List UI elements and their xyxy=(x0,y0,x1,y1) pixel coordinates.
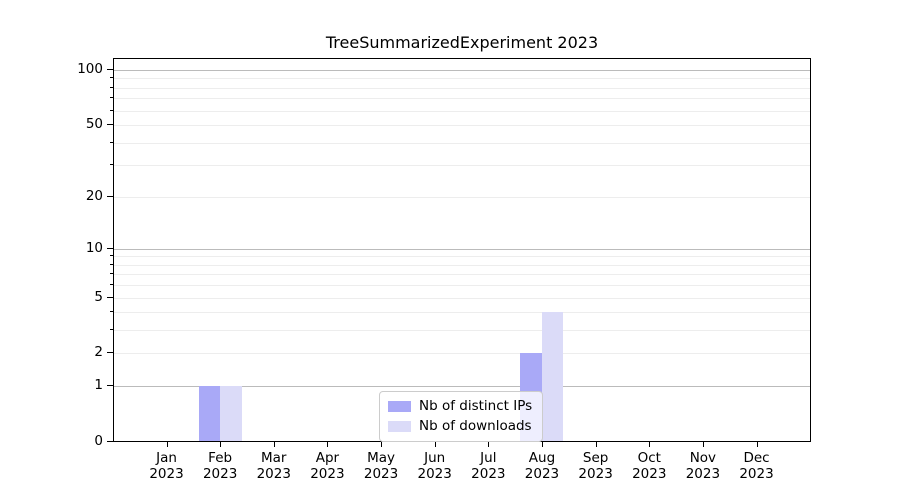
x-tick-label-dec: Dec 2023 xyxy=(739,450,774,482)
x-tick-mark-feb xyxy=(220,442,222,447)
bar-aug-downloads xyxy=(541,312,564,441)
chart-title: TreeSummarizedExperiment 2023 xyxy=(325,33,599,52)
legend-swatch-distinct-ips-icon xyxy=(388,401,411,412)
y-tick-mark-0 xyxy=(107,441,113,442)
gridline-20 xyxy=(114,196,810,198)
y-minor-tick-mark-3 xyxy=(110,329,113,331)
x-tick-label-jan: Jan 2023 xyxy=(149,450,184,482)
x-tick-mark-mar xyxy=(273,442,275,447)
legend-label-distinct-ips: Nb of distinct IPs xyxy=(419,398,533,414)
y-tick-label-1: 1 xyxy=(94,377,103,394)
legend-swatch-downloads-icon xyxy=(388,421,411,432)
legend: Nb of distinct IPs Nb of downloads xyxy=(379,391,544,442)
gridline-90 xyxy=(114,78,810,80)
gridline-80 xyxy=(114,87,810,89)
gridline-9 xyxy=(114,256,810,258)
gridline-40 xyxy=(114,142,810,144)
gridline-70 xyxy=(114,98,810,100)
y-minor-tick-mark-90 xyxy=(110,77,113,79)
x-tick-mark-sep xyxy=(595,442,597,447)
y-minor-tick-mark-4 xyxy=(110,311,113,313)
y-minor-tick-mark-40 xyxy=(110,141,113,143)
y-minor-tick-mark-60 xyxy=(110,109,113,111)
gridline-6 xyxy=(114,285,810,287)
y-tick-label-100: 100 xyxy=(77,61,103,77)
y-tick-mark-50 xyxy=(107,124,113,126)
x-tick-label-mar: Mar 2023 xyxy=(256,450,291,482)
y-tick-label-2: 2 xyxy=(94,344,103,361)
x-tick-mark-jul xyxy=(488,442,490,447)
y-minor-tick-mark-8 xyxy=(110,263,113,265)
x-tick-mark-aug xyxy=(541,442,543,447)
y-tick-label-20: 20 xyxy=(85,187,103,204)
y-minor-tick-mark-9 xyxy=(110,255,113,257)
gridline-60 xyxy=(114,110,810,112)
gridline-8 xyxy=(114,264,810,266)
y-minor-tick-mark-6 xyxy=(110,284,113,286)
gridline-50 xyxy=(114,125,810,127)
y-minor-tick-mark-70 xyxy=(110,97,113,99)
x-tick-label-aug: Aug 2023 xyxy=(524,450,560,482)
x-tick-label-oct: Oct 2023 xyxy=(632,450,667,482)
legend-label-downloads: Nb of downloads xyxy=(419,418,532,434)
y-tick-label-5: 5 xyxy=(94,288,103,305)
gridline-2 xyxy=(114,353,810,355)
x-tick-label-jun: Jun 2023 xyxy=(417,450,452,482)
gridline-4 xyxy=(114,312,810,314)
x-tick-mark-may xyxy=(381,442,383,447)
x-tick-label-apr: Apr 2023 xyxy=(310,450,345,482)
x-tick-label-jul: Jul 2023 xyxy=(471,450,506,482)
y-minor-tick-mark-80 xyxy=(110,86,113,88)
x-tick-label-may: May 2023 xyxy=(363,450,399,482)
gridline-5 xyxy=(114,297,810,299)
legend-item-downloads: Nb of downloads xyxy=(388,417,532,436)
x-tick-mark-jun xyxy=(434,442,436,447)
legend-item-distinct-ips: Nb of distinct IPs xyxy=(388,397,532,416)
y-tick-mark-100 xyxy=(107,69,113,70)
x-tick-label-sep: Sep 2023 xyxy=(578,450,613,482)
gridline-100 xyxy=(114,70,810,71)
gridline-10 xyxy=(114,248,810,250)
bar-feb-distinct-ips xyxy=(198,386,221,441)
x-tick-mark-apr xyxy=(327,442,329,447)
y-tick-mark-1 xyxy=(107,385,113,387)
y-tick-mark-10 xyxy=(107,247,113,249)
x-tick-mark-oct xyxy=(649,442,651,447)
x-tick-label-nov: Nov 2023 xyxy=(685,450,721,482)
y-tick-label-10: 10 xyxy=(85,239,103,256)
x-tick-label-feb: Feb 2023 xyxy=(202,450,238,482)
y-tick-label-0: 0 xyxy=(94,433,103,449)
gridline-7 xyxy=(114,274,810,276)
x-tick-mark-nov xyxy=(702,442,704,447)
y-minor-tick-mark-7 xyxy=(110,273,113,275)
x-tick-mark-dec xyxy=(756,442,758,447)
gridline-30 xyxy=(114,165,810,167)
y-tick-mark-20 xyxy=(107,195,113,197)
y-tick-mark-5 xyxy=(107,296,113,298)
y-tick-label-50: 50 xyxy=(85,116,103,133)
x-tick-mark-jan xyxy=(166,442,168,447)
gridline-1 xyxy=(114,386,810,388)
y-minor-tick-mark-30 xyxy=(110,164,113,166)
bar-feb-downloads xyxy=(220,386,242,441)
y-tick-mark-2 xyxy=(107,352,113,354)
plot-area: Nb of distinct IPs Nb of downloads xyxy=(113,58,811,442)
gridline-3 xyxy=(114,330,810,332)
